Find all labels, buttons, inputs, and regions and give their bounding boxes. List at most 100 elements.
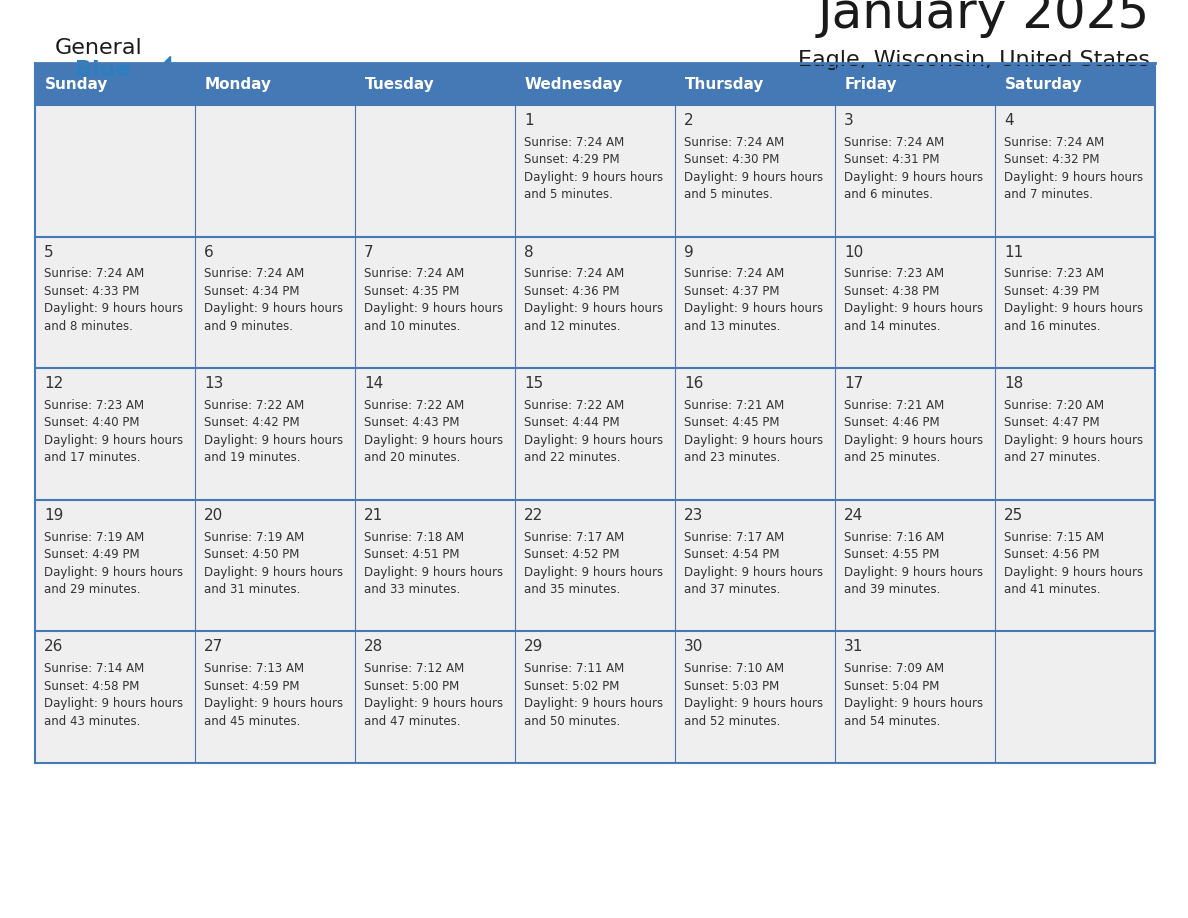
Text: Daylight: 9 hours hours: Daylight: 9 hours hours (843, 434, 984, 447)
Text: Daylight: 9 hours hours: Daylight: 9 hours hours (204, 434, 343, 447)
Text: Sunset: 4:31 PM: Sunset: 4:31 PM (843, 153, 940, 166)
Text: and 9 minutes.: and 9 minutes. (204, 319, 293, 333)
Bar (835, 105, 996, 237)
Text: and 25 minutes.: and 25 minutes. (843, 452, 941, 465)
Text: Sunset: 4:34 PM: Sunset: 4:34 PM (204, 285, 299, 297)
Bar (516, 632, 675, 763)
Text: Daylight: 9 hours hours: Daylight: 9 hours hours (684, 171, 823, 184)
Text: 22: 22 (524, 508, 543, 522)
Bar (516, 105, 675, 237)
Text: Daylight: 9 hours hours: Daylight: 9 hours hours (44, 565, 183, 578)
Text: Sunset: 4:38 PM: Sunset: 4:38 PM (843, 285, 940, 297)
Text: Daylight: 9 hours hours: Daylight: 9 hours hours (843, 565, 984, 578)
Bar (516, 368, 675, 499)
Text: and 16 minutes.: and 16 minutes. (1004, 319, 1100, 333)
Text: and 10 minutes.: and 10 minutes. (364, 319, 461, 333)
Text: Daylight: 9 hours hours: Daylight: 9 hours hours (364, 697, 504, 711)
Polygon shape (148, 56, 170, 78)
Text: Friday: Friday (845, 76, 898, 92)
Text: Daylight: 9 hours hours: Daylight: 9 hours hours (204, 697, 343, 711)
Text: Daylight: 9 hours hours: Daylight: 9 hours hours (44, 697, 183, 711)
Text: Sunrise: 7:23 AM: Sunrise: 7:23 AM (1004, 267, 1104, 280)
Text: 31: 31 (843, 640, 864, 655)
Text: Sunset: 4:35 PM: Sunset: 4:35 PM (364, 285, 460, 297)
Text: 21: 21 (364, 508, 384, 522)
Text: Sunset: 5:03 PM: Sunset: 5:03 PM (684, 679, 779, 693)
Text: and 47 minutes.: and 47 minutes. (364, 714, 461, 728)
Text: Sunday: Sunday (45, 76, 108, 92)
Text: Sunrise: 7:10 AM: Sunrise: 7:10 AM (684, 662, 784, 675)
Text: and 14 minutes.: and 14 minutes. (843, 319, 941, 333)
Bar (195, 105, 355, 237)
Text: and 50 minutes.: and 50 minutes. (524, 714, 620, 728)
Text: Sunrise: 7:18 AM: Sunrise: 7:18 AM (364, 531, 465, 543)
Text: Daylight: 9 hours hours: Daylight: 9 hours hours (1004, 171, 1143, 184)
Text: and 27 minutes.: and 27 minutes. (1004, 452, 1100, 465)
Text: and 37 minutes.: and 37 minutes. (684, 583, 781, 596)
Text: 2: 2 (684, 113, 694, 128)
Text: 13: 13 (204, 376, 223, 391)
Bar (675, 368, 835, 499)
Text: Sunset: 4:37 PM: Sunset: 4:37 PM (684, 285, 779, 297)
Text: Daylight: 9 hours hours: Daylight: 9 hours hours (524, 565, 663, 578)
Text: Tuesday: Tuesday (365, 76, 435, 92)
Text: 14: 14 (364, 376, 384, 391)
Text: Sunset: 4:42 PM: Sunset: 4:42 PM (204, 417, 299, 430)
Text: Sunrise: 7:14 AM: Sunrise: 7:14 AM (44, 662, 144, 675)
Bar (355, 632, 516, 763)
Text: Sunrise: 7:09 AM: Sunrise: 7:09 AM (843, 662, 944, 675)
Text: Sunrise: 7:19 AM: Sunrise: 7:19 AM (204, 531, 304, 543)
Bar (34, 499, 195, 632)
Text: Sunset: 4:46 PM: Sunset: 4:46 PM (843, 417, 940, 430)
Bar (195, 237, 355, 368)
Bar (34, 368, 195, 499)
Text: Daylight: 9 hours hours: Daylight: 9 hours hours (684, 565, 823, 578)
Text: 28: 28 (364, 640, 384, 655)
Text: 5: 5 (44, 244, 53, 260)
Text: Sunset: 4:44 PM: Sunset: 4:44 PM (524, 417, 620, 430)
Text: and 8 minutes.: and 8 minutes. (44, 319, 133, 333)
Text: 3: 3 (843, 113, 854, 128)
Bar (34, 632, 195, 763)
Text: Sunset: 5:02 PM: Sunset: 5:02 PM (524, 679, 619, 693)
Text: 6: 6 (204, 244, 214, 260)
Text: and 29 minutes.: and 29 minutes. (44, 583, 140, 596)
Text: Sunrise: 7:11 AM: Sunrise: 7:11 AM (524, 662, 624, 675)
Bar (675, 105, 835, 237)
Text: 7: 7 (364, 244, 373, 260)
Text: Sunset: 4:58 PM: Sunset: 4:58 PM (44, 679, 139, 693)
Text: Daylight: 9 hours hours: Daylight: 9 hours hours (843, 302, 984, 316)
Text: and 43 minutes.: and 43 minutes. (44, 714, 140, 728)
Text: Sunrise: 7:24 AM: Sunrise: 7:24 AM (364, 267, 465, 280)
Text: Sunset: 5:00 PM: Sunset: 5:00 PM (364, 679, 460, 693)
Text: January 2025: January 2025 (817, 0, 1150, 38)
Text: Daylight: 9 hours hours: Daylight: 9 hours hours (684, 697, 823, 711)
Text: 18: 18 (1004, 376, 1023, 391)
Text: and 7 minutes.: and 7 minutes. (1004, 188, 1093, 201)
Bar (34, 63, 1155, 105)
Text: Sunrise: 7:17 AM: Sunrise: 7:17 AM (684, 531, 784, 543)
Text: Sunrise: 7:20 AM: Sunrise: 7:20 AM (1004, 399, 1104, 412)
Text: Sunrise: 7:12 AM: Sunrise: 7:12 AM (364, 662, 465, 675)
Text: and 12 minutes.: and 12 minutes. (524, 319, 620, 333)
Text: Sunset: 5:04 PM: Sunset: 5:04 PM (843, 679, 940, 693)
Text: 26: 26 (44, 640, 63, 655)
Text: Sunrise: 7:24 AM: Sunrise: 7:24 AM (684, 267, 784, 280)
Text: Sunrise: 7:15 AM: Sunrise: 7:15 AM (1004, 531, 1104, 543)
Text: Sunset: 4:52 PM: Sunset: 4:52 PM (524, 548, 619, 561)
Text: Daylight: 9 hours hours: Daylight: 9 hours hours (524, 302, 663, 316)
Text: 30: 30 (684, 640, 703, 655)
Bar (355, 368, 516, 499)
Text: Sunset: 4:59 PM: Sunset: 4:59 PM (204, 679, 299, 693)
Text: Sunrise: 7:16 AM: Sunrise: 7:16 AM (843, 531, 944, 543)
Text: Sunset: 4:40 PM: Sunset: 4:40 PM (44, 417, 139, 430)
Text: 10: 10 (843, 244, 864, 260)
Bar (195, 632, 355, 763)
Text: General: General (55, 38, 143, 58)
Bar (835, 237, 996, 368)
Text: and 5 minutes.: and 5 minutes. (524, 188, 613, 201)
Text: Sunrise: 7:22 AM: Sunrise: 7:22 AM (524, 399, 624, 412)
Text: Daylight: 9 hours hours: Daylight: 9 hours hours (524, 434, 663, 447)
Text: Daylight: 9 hours hours: Daylight: 9 hours hours (1004, 434, 1143, 447)
Bar (516, 499, 675, 632)
